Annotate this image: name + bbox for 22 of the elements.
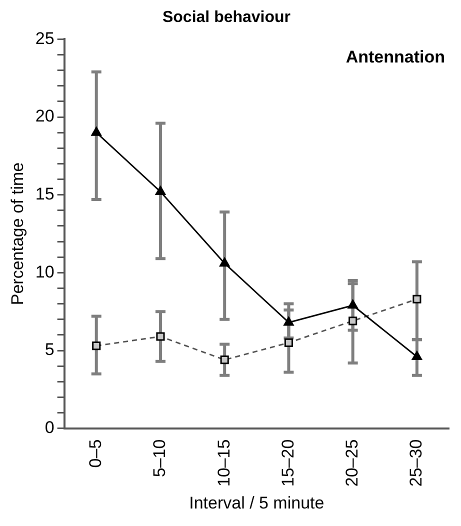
point: [220, 258, 230, 267]
x-tick-label: 5–10: [150, 439, 170, 478]
chart-title: Social behaviour: [162, 9, 291, 26]
y-axis-title: Percentage of time: [8, 162, 27, 306]
y-tick-label: 20: [35, 106, 54, 126]
point: [348, 300, 358, 309]
x-tick-label: 15–20: [278, 439, 298, 487]
x-tick-label: 10–15: [214, 439, 234, 487]
y-tick-label: 10: [35, 262, 54, 282]
annotation: Antennation: [346, 47, 445, 66]
point: [91, 126, 102, 136]
y-tick-label: 15: [35, 184, 54, 204]
x-axis-title: Interval / 5 minute: [189, 493, 324, 512]
y-tick-label: 0: [44, 418, 54, 438]
y-tick-label: 25: [35, 28, 54, 48]
x-tick-label: 0–5: [86, 439, 106, 468]
y-tick-label: 5: [44, 340, 54, 360]
point: [412, 350, 422, 360]
x-tick-label: 25–30: [406, 439, 426, 487]
point: [155, 186, 166, 195]
point: [284, 316, 294, 326]
x-tick-label: 20–25: [342, 439, 362, 487]
